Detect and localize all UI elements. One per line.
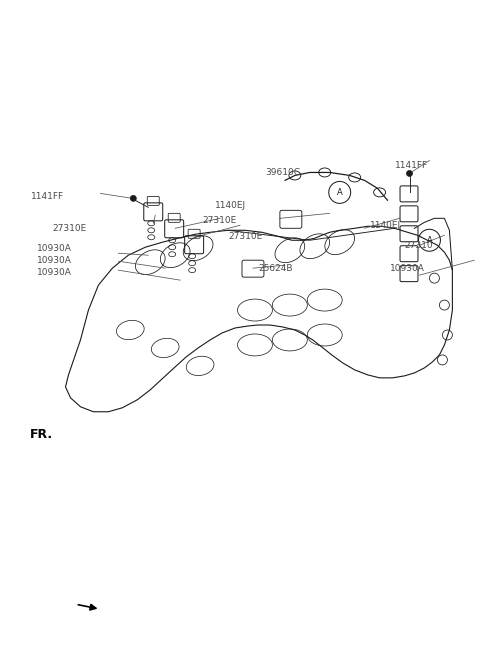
Text: A: A <box>337 188 343 197</box>
Text: 39610C: 39610C <box>265 168 300 177</box>
Text: 1140EJ: 1140EJ <box>215 201 246 210</box>
Circle shape <box>407 171 412 176</box>
Text: 10930A: 10930A <box>36 244 72 253</box>
Text: 1140EJ: 1140EJ <box>370 221 401 230</box>
Circle shape <box>130 195 136 201</box>
Text: 10930A: 10930A <box>36 268 72 277</box>
Text: 1141FF: 1141FF <box>31 192 64 201</box>
Text: 25624B: 25624B <box>258 264 292 273</box>
Text: 1141FF: 1141FF <box>395 161 428 170</box>
Text: 27310E: 27310E <box>202 216 236 225</box>
Text: 27310E: 27310E <box>52 224 87 233</box>
Text: FR.: FR. <box>30 428 53 441</box>
Text: 27310E: 27310E <box>228 232 262 241</box>
Text: 10930A: 10930A <box>390 264 424 273</box>
Text: 27310: 27310 <box>405 241 433 250</box>
Text: A: A <box>427 236 432 245</box>
Text: 10930A: 10930A <box>36 256 72 265</box>
